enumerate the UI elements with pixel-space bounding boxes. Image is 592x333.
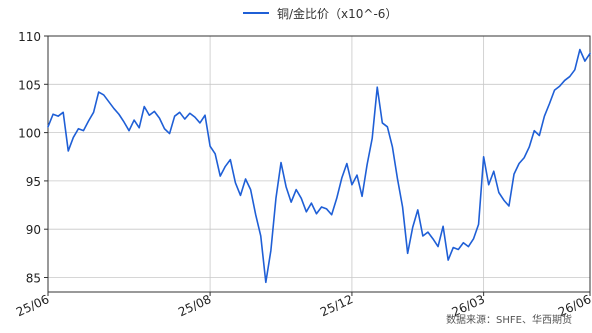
x-tick-label: 25/12 [318, 292, 355, 319]
legend-line-swatch [243, 12, 269, 14]
plot-frame [47, 35, 591, 293]
source-note: 数据来源：SHFE、华西期货 [446, 315, 572, 326]
x-tick-label: 25/08 [176, 292, 213, 319]
y-tick-label: 110 [18, 30, 41, 44]
y-tick-label: 90 [26, 223, 41, 237]
x-tick-label: 25/06 [14, 292, 51, 319]
y-tick-label: 100 [18, 127, 41, 141]
y-tick-label: 85 [26, 272, 41, 286]
series-group [47, 48, 591, 284]
legend-label: 铜/金比价（x10^-6） [277, 6, 398, 21]
y-tick-label: 95 [26, 175, 41, 189]
axes [44, 35, 591, 296]
series-line [47, 48, 591, 284]
y-tick-label: 105 [18, 78, 41, 92]
grid [48, 35, 590, 292]
legend: 铜/金比价（x10^-6） [243, 4, 397, 22]
